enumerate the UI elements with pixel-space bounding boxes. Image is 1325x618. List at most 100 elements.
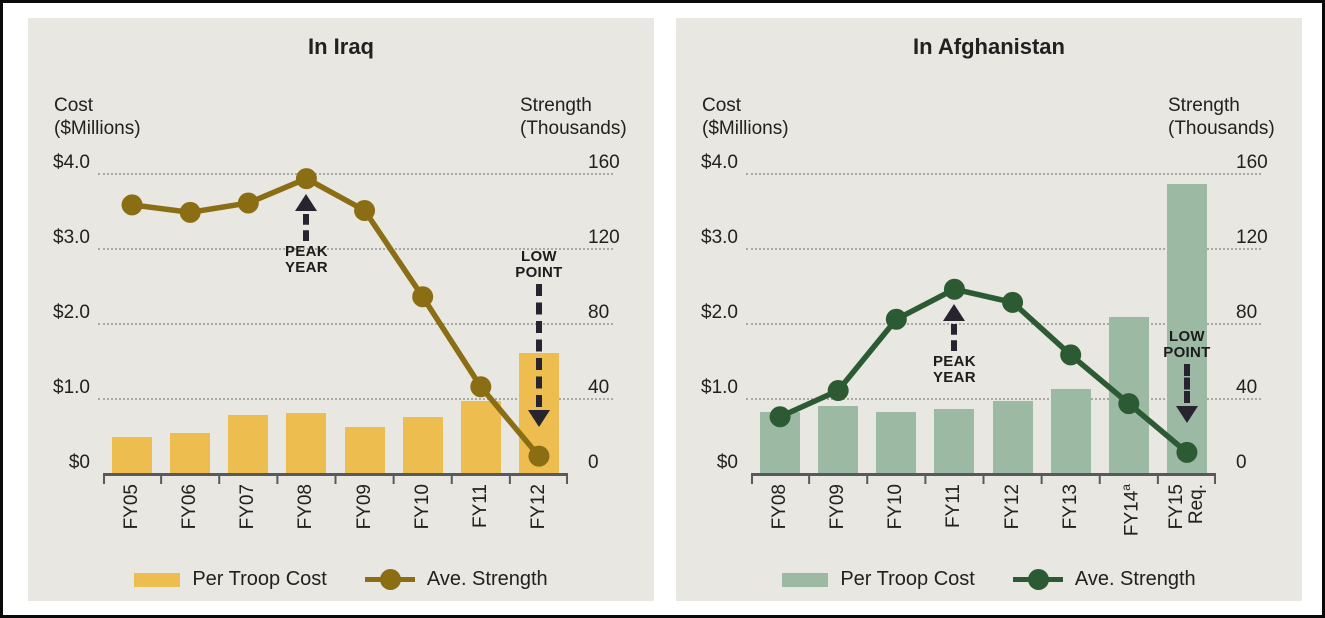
annotation-peak-year: PEAK YEAR — [256, 193, 356, 276]
x-axis-label: FY11 — [943, 484, 965, 529]
bar — [228, 414, 269, 473]
legend-item-per-troop-cost: Per Troop Cost — [134, 568, 327, 591]
arrowhead-icon — [295, 193, 318, 211]
annotation-label: PEAK YEAR — [933, 353, 976, 387]
data-point — [237, 192, 259, 214]
dotted-arrow-shaft — [951, 324, 958, 352]
x-axis-label: FY13 — [1059, 484, 1081, 530]
x-axis-label: FY09 — [353, 484, 375, 530]
right-axis-tick: 0 — [1236, 452, 1247, 473]
left-axis-title-line2: ($Millions) — [702, 118, 789, 139]
bar — [992, 401, 1033, 473]
annotation-peak-year: PEAK YEAR — [904, 304, 1004, 386]
x-axis-label: FY07 — [237, 484, 259, 530]
annotations: PEAK YEAR LOW POINT — [751, 173, 1216, 473]
left-axis-title: Cost ($Millions) — [54, 94, 141, 140]
x-axis-label: FY10 — [411, 484, 433, 530]
x-axis-label: FY08 — [295, 484, 317, 530]
arrowhead-icon — [527, 410, 550, 428]
gridline — [746, 173, 1261, 175]
right-axis-tick: 80 — [588, 302, 610, 323]
right-axis-tick: 160 — [1236, 152, 1268, 173]
data-point — [1060, 344, 1082, 366]
data-point — [1118, 393, 1140, 415]
data-point — [121, 194, 143, 216]
data-point — [295, 168, 317, 190]
annotation-low-point: LOW POINT — [1137, 328, 1237, 424]
data-point — [528, 445, 550, 467]
line-series — [751, 278, 1216, 484]
data-point — [769, 406, 791, 428]
left-axis-tick: $2.0 — [53, 302, 90, 323]
plot-area: PEAK YEAR LOW POINT — [746, 173, 1261, 484]
right-axis-title-line1: Strength — [520, 95, 592, 116]
data-point — [354, 200, 376, 221]
data-point — [412, 286, 434, 308]
right-axis-tick: 160 — [588, 152, 620, 173]
chart-title: In Afghanistan — [913, 34, 1065, 59]
data-point — [943, 278, 965, 300]
gridline — [98, 248, 613, 250]
bar — [934, 408, 975, 473]
right-axis-tick: 40 — [1236, 377, 1258, 398]
plot-area: PEAK YEAR LOW POINT — [98, 168, 613, 484]
left-axis-tick: $0 — [716, 452, 738, 473]
data-point — [470, 376, 492, 398]
strength-line — [778, 286, 1189, 455]
left-axis-tick: $3.0 — [53, 227, 90, 248]
bar-series — [751, 173, 1216, 473]
data-point — [827, 380, 849, 401]
x-axis-label: FY09 — [827, 484, 849, 530]
bar — [112, 437, 153, 473]
annotations: PEAK YEAR LOW POINT — [103, 173, 568, 473]
gridline — [746, 323, 1261, 325]
left-axis-title-line1: Cost — [54, 95, 94, 116]
annotation-label: LOW POINT — [1163, 328, 1211, 361]
bar-series — [103, 173, 568, 473]
left-axis-tick: $3.0 — [701, 227, 738, 248]
left-axis-tick: $4.0 — [53, 152, 90, 173]
gridline — [746, 248, 1261, 250]
left-axis-title: Cost ($Millions) — [702, 94, 789, 140]
bar — [1050, 389, 1091, 473]
left-axis-title-line1: Cost — [702, 95, 742, 116]
left-axis-tick: $1.0 — [701, 377, 738, 398]
legend-item-ave-strength: Ave. Strength — [1012, 568, 1196, 591]
bar — [460, 401, 501, 473]
dotted-arrow-shaft — [1183, 364, 1190, 404]
chart-panel-afghanistan: In Afghanistan Cost ($Millions) Strength… — [676, 18, 1302, 601]
right-axis-tick: 80 — [1236, 302, 1258, 323]
right-axis-title: Strength (Thousands) — [520, 94, 627, 140]
line-dot-marker-icon — [1012, 569, 1063, 590]
data-point — [1176, 441, 1198, 463]
data-point — [885, 308, 907, 330]
right-axis-title-line2: (Thousands) — [1168, 118, 1275, 139]
x-axis-label: FY08 — [769, 484, 791, 530]
gridline — [98, 398, 613, 400]
legend: Per Troop Cost Ave. Strength — [28, 568, 654, 591]
right-axis-title-line2: (Thousands) — [520, 118, 627, 139]
x-axis-label: FY14a — [1118, 484, 1142, 537]
left-axis-tick: $1.0 — [53, 377, 90, 398]
legend: Per Troop Cost Ave. Strength — [676, 568, 1302, 591]
bar — [1166, 184, 1207, 473]
x-axis-label: FY12 — [1001, 484, 1023, 530]
bar — [876, 412, 917, 473]
right-axis-tick: 120 — [1236, 227, 1268, 248]
chart-panel-iraq: In Iraq Cost ($Millions) Strength (Thous… — [28, 18, 654, 601]
dotted-arrow-shaft — [303, 213, 310, 241]
right-axis-tick: 0 — [588, 452, 599, 473]
bar — [170, 432, 211, 473]
right-axis-title-line1: Strength — [1168, 95, 1240, 116]
left-axis-title-line2: ($Millions) — [54, 118, 141, 139]
gridline — [746, 398, 1261, 400]
gridline — [98, 323, 613, 325]
arrowhead-icon — [943, 304, 966, 322]
bar — [344, 426, 385, 473]
left-axis-tick: $4.0 — [701, 152, 738, 173]
legend-item-per-troop-cost: Per Troop Cost — [782, 568, 975, 591]
left-axis-tick: $2.0 — [701, 302, 738, 323]
annotation-low-point: LOW POINT — [489, 249, 589, 428]
x-axis-labels: FY05 FY06 FY07 FY08 FY09 FY10 FY11 FY12 — [103, 484, 568, 564]
